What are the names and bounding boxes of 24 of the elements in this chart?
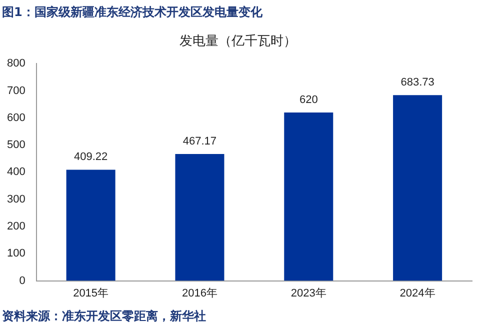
y-tick-label: 0 [19, 274, 26, 287]
y-tick-label: 100 [6, 248, 26, 260]
data-label: 620 [299, 94, 318, 106]
y-tick-label: 800 [6, 58, 26, 70]
bar [284, 112, 334, 281]
data-label: 409.22 [74, 151, 108, 164]
x-tick-label: 2024年 [400, 287, 436, 300]
x-tick-label: 2016年 [182, 287, 218, 300]
chart-subtitle: 发电量（亿千瓦时） [180, 34, 296, 50]
x-tick-label: 2015年 [73, 287, 109, 300]
text: 资料来源：准东开发区零距离，新华社 [2, 308, 206, 325]
bar [175, 154, 224, 281]
x-tick-label: 2023年 [290, 287, 326, 300]
data-label: 467.17 [182, 135, 217, 148]
bar [393, 95, 442, 281]
bar [66, 170, 116, 281]
y-tick-label: 400 [6, 166, 26, 178]
y-tick-label: 500 [6, 139, 26, 152]
y-tick-label: 200 [6, 220, 26, 233]
chart-title: 图1：国家级新疆准东经济技术开发区发电量变化 [2, 4, 262, 21]
y-tick-label: 700 [6, 84, 26, 97]
y-tick-label: 300 [6, 193, 26, 206]
data-label: 683.73 [400, 76, 434, 89]
y-tick-label: 600 [6, 112, 26, 124]
